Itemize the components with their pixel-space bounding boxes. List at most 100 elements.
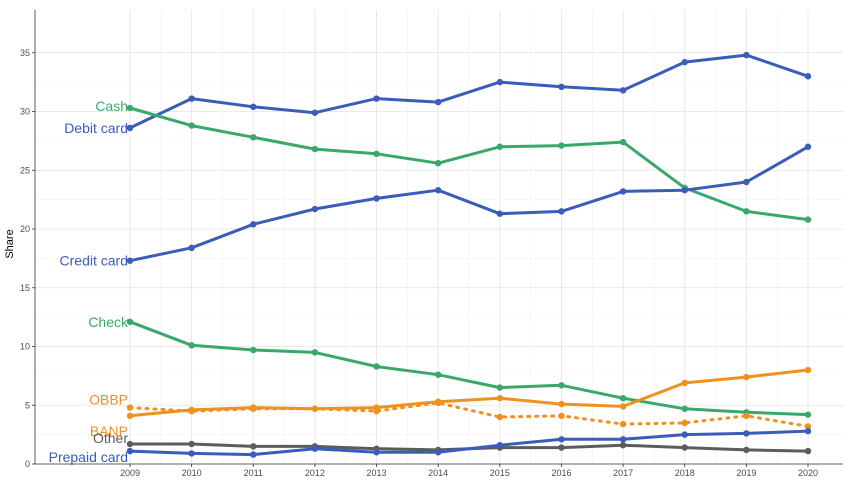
- y-tick-label: 20: [20, 224, 30, 234]
- x-tick-label: 2010: [182, 468, 202, 478]
- data-point-prepaid-card: [558, 436, 565, 443]
- series-label-debit-card: Debit card: [64, 120, 128, 136]
- data-point-other: [188, 440, 195, 448]
- data-point-prepaid-card: [311, 445, 319, 452]
- series-labels: Debit card Cash Credit card Check OBBP BANPOt…: [49, 98, 129, 465]
- data-point-prepaid-card: [804, 427, 812, 435]
- data-point-obbp: [496, 413, 504, 421]
- grid: [35, 10, 843, 465]
- series-credit-card: [126, 143, 812, 264]
- data-point-debit-card: [558, 83, 565, 91]
- y-axis-title: Share: [4, 229, 16, 258]
- series-banp: [126, 366, 812, 420]
- data-point-obbp: [743, 412, 750, 420]
- series-label-obbp: OBBP: [89, 392, 128, 408]
- x-tick-label: 2017: [613, 468, 633, 478]
- data-point-prepaid-card: [250, 451, 257, 458]
- data-point-prepaid-card: [743, 430, 750, 437]
- x-tick-label: 2020: [798, 468, 818, 478]
- data-point-cash: [558, 142, 565, 149]
- data-point-credit-card: [681, 187, 688, 194]
- data-point-banp: [311, 405, 319, 412]
- series-label-other: Other: [93, 430, 128, 446]
- data-point-banp: [804, 366, 812, 374]
- series-label-banp: BANP: [90, 423, 128, 439]
- x-tick-label: 2011: [244, 468, 263, 478]
- data-point-prepaid-card: [188, 450, 195, 457]
- data-point-debit-card: [434, 98, 442, 106]
- series-line-prepaid-card: [128, 429, 810, 457]
- data-point-debit-card: [681, 58, 688, 66]
- data-point-cash: [804, 216, 812, 223]
- data-point-cash: [619, 138, 627, 146]
- data-point-credit-card: [743, 178, 750, 186]
- data-point-other: [804, 447, 812, 455]
- data-point-banp: [373, 404, 380, 411]
- data-point-debit-card: [496, 78, 504, 86]
- data-point-credit-card: [558, 208, 565, 215]
- data-point-banp: [496, 395, 504, 402]
- data-point-credit-card: [311, 205, 319, 213]
- data-point-credit-card: [804, 143, 812, 150]
- data-point-check: [250, 346, 257, 354]
- data-point-obbp: [804, 423, 812, 430]
- series-cash: [126, 104, 812, 223]
- data-point-prepaid-card: [434, 449, 442, 456]
- data-point-banp: [743, 373, 750, 381]
- data-point-check: [804, 411, 812, 418]
- data-point-cash: [496, 143, 504, 150]
- data-point-check: [681, 405, 688, 412]
- data-point-prepaid-card: [681, 431, 688, 438]
- data-point-credit-card: [373, 195, 380, 202]
- data-point-other: [619, 442, 627, 449]
- y-tick-label: 35: [20, 48, 30, 58]
- data-point-debit-card: [619, 87, 627, 94]
- data-point-check: [434, 371, 442, 378]
- data-point-other: [681, 444, 688, 451]
- data-point-banp: [126, 412, 134, 420]
- data-point-credit-card: [619, 188, 627, 195]
- data-point-debit-card: [250, 103, 257, 111]
- data-point-prepaid-card: [373, 449, 380, 456]
- data-point-banp: [558, 400, 565, 408]
- series-line-credit-card: [128, 145, 810, 263]
- data-point-debit-card: [804, 73, 812, 80]
- data-point-check: [373, 363, 380, 370]
- data-point-cash: [311, 145, 319, 153]
- axes: 0 5 10 15 20 25 30 35 2009 2010 2011 2012 2013 2014 20…: [20, 10, 843, 478]
- series-line-banp: [128, 368, 810, 418]
- data-point-other: [558, 444, 565, 451]
- series-label-check: Check: [88, 314, 129, 330]
- x-tick-label: 2016: [551, 468, 571, 478]
- data-point-debit-card: [126, 124, 134, 132]
- data-point-cash: [434, 160, 442, 167]
- x-tick-label: 2018: [675, 468, 695, 478]
- data-point-prepaid-card: [496, 442, 504, 449]
- data-point-other: [250, 443, 257, 450]
- x-tick-label: 2009: [120, 468, 140, 478]
- data-point-credit-card: [496, 210, 504, 217]
- data-point-check: [311, 349, 319, 356]
- x-tick-label: 2012: [305, 468, 325, 478]
- data-point-check: [496, 384, 504, 391]
- series-line-cash: [128, 106, 810, 222]
- data-point-obbp: [126, 404, 134, 411]
- data-point-banp: [619, 403, 627, 410]
- y-tick-label: 25: [20, 165, 30, 175]
- series-label-cash: Cash: [95, 98, 128, 114]
- data-point-check: [558, 382, 565, 389]
- series-lines: [126, 51, 812, 458]
- series-label-credit-card: Credit card: [60, 253, 128, 269]
- y-tick-label: 0: [25, 459, 30, 469]
- data-point-credit-card: [188, 244, 195, 251]
- x-tick-label: 2014: [428, 468, 448, 478]
- x-tick-label: 2013: [367, 468, 387, 478]
- data-point-prepaid-card: [619, 436, 627, 443]
- series-label-prepaid-card: Prepaid card: [49, 449, 128, 465]
- data-point-debit-card: [188, 95, 195, 102]
- data-point-cash: [250, 134, 257, 141]
- data-point-debit-card: [373, 95, 380, 102]
- data-point-obbp: [558, 412, 565, 420]
